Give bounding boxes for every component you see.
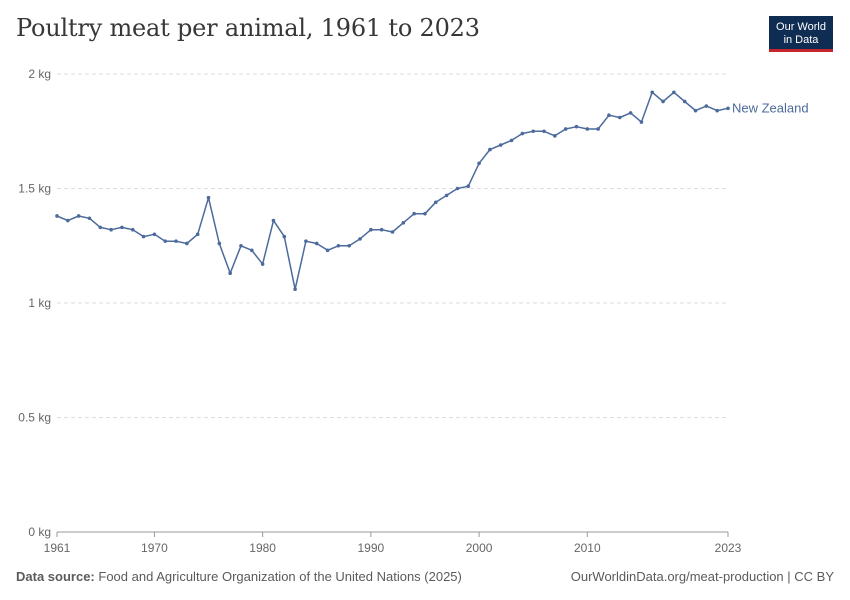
data-point [682, 99, 687, 104]
x-tick-label: 1980 [249, 541, 276, 555]
data-point [466, 184, 471, 189]
data-point [704, 104, 709, 108]
data-point [109, 227, 113, 232]
data-point [369, 227, 373, 232]
logo-line-1: Our World [776, 21, 826, 33]
x-tick-label: 2000 [466, 541, 493, 555]
data-point [87, 216, 92, 221]
source-link[interactable]: OurWorldinData.org/meat-production | CC … [570, 569, 834, 584]
data-point [141, 234, 146, 239]
data-point [401, 221, 406, 225]
data-point [163, 239, 168, 243]
data-point [379, 227, 384, 232]
data-point [726, 106, 730, 111]
owid-logo[interactable]: Our World in Data [769, 16, 833, 52]
x-tick-label: 1961 [44, 541, 71, 555]
data-point [325, 248, 330, 253]
data-point [607, 113, 611, 118]
chart-title: Poultry meat per animal, 1961 to 2023 [16, 14, 480, 42]
line-chart: 0 kg 0.5 kg 1 kg 1.5 kg 2 kg 1961 1970 1980 1990… [18, 67, 809, 555]
data-point [553, 134, 557, 138]
data-point [563, 127, 568, 131]
data-point [120, 225, 124, 230]
data-point [574, 124, 579, 129]
data-point [455, 186, 460, 191]
data-point [66, 218, 70, 223]
data-point [174, 239, 178, 243]
y-tick-label: 1 kg [28, 296, 51, 310]
data-point [390, 230, 395, 234]
data-point [650, 90, 655, 95]
data-point [639, 120, 644, 124]
data-point [185, 241, 189, 246]
data-point [661, 99, 665, 104]
data-point [617, 115, 622, 120]
data-point [260, 262, 265, 266]
data-point [55, 214, 59, 218]
data-point [239, 243, 243, 248]
data-point [206, 195, 211, 200]
data-point [509, 138, 514, 143]
y-tick-label: 0 kg [28, 525, 51, 539]
data-point [130, 227, 135, 232]
data-point [217, 241, 222, 246]
data-point [477, 161, 481, 166]
data-point [423, 211, 427, 216]
data-source-text: Food and Agriculture Organization of the… [98, 569, 462, 584]
data-point [488, 147, 492, 152]
data-point [347, 243, 352, 248]
x-tick-label: 2023 [715, 541, 742, 555]
data-point [336, 243, 341, 248]
data-point [444, 193, 449, 198]
data-point [271, 218, 276, 223]
data-point [195, 232, 200, 237]
data-point [628, 111, 633, 115]
data-point [531, 129, 535, 134]
data-point [358, 237, 362, 241]
y-tick-label: 0.5 kg [18, 411, 51, 425]
series-line [56, 91, 729, 291]
data-source: Data source: Food and Agriculture Organi… [16, 569, 462, 584]
data-point [250, 248, 254, 253]
data-point [498, 143, 503, 147]
data-point [596, 127, 600, 131]
data-point [542, 129, 546, 134]
x-tick-label: 1970 [141, 541, 168, 555]
y-tick-label: 1.5 kg [18, 182, 51, 196]
data-point [715, 108, 719, 113]
series-label: New Zealand [732, 100, 809, 115]
data-point [228, 271, 232, 276]
data-point [76, 214, 81, 218]
data-source-label: Data source: [16, 569, 95, 584]
data-point [672, 90, 676, 95]
x-tick-label: 2010 [574, 541, 601, 555]
data-point [433, 200, 438, 205]
data-point [412, 211, 416, 216]
data-point [282, 234, 287, 239]
data-point [98, 225, 103, 230]
x-tick-label: 1990 [358, 541, 385, 555]
data-point [585, 127, 590, 131]
data-point [693, 108, 698, 113]
data-point [314, 241, 319, 246]
data-point [152, 232, 157, 237]
y-tick-label: 2 kg [28, 67, 51, 81]
logo-line-2: in Data [783, 34, 819, 46]
data-point [304, 239, 308, 243]
data-point [520, 131, 525, 136]
data-point [293, 287, 297, 292]
